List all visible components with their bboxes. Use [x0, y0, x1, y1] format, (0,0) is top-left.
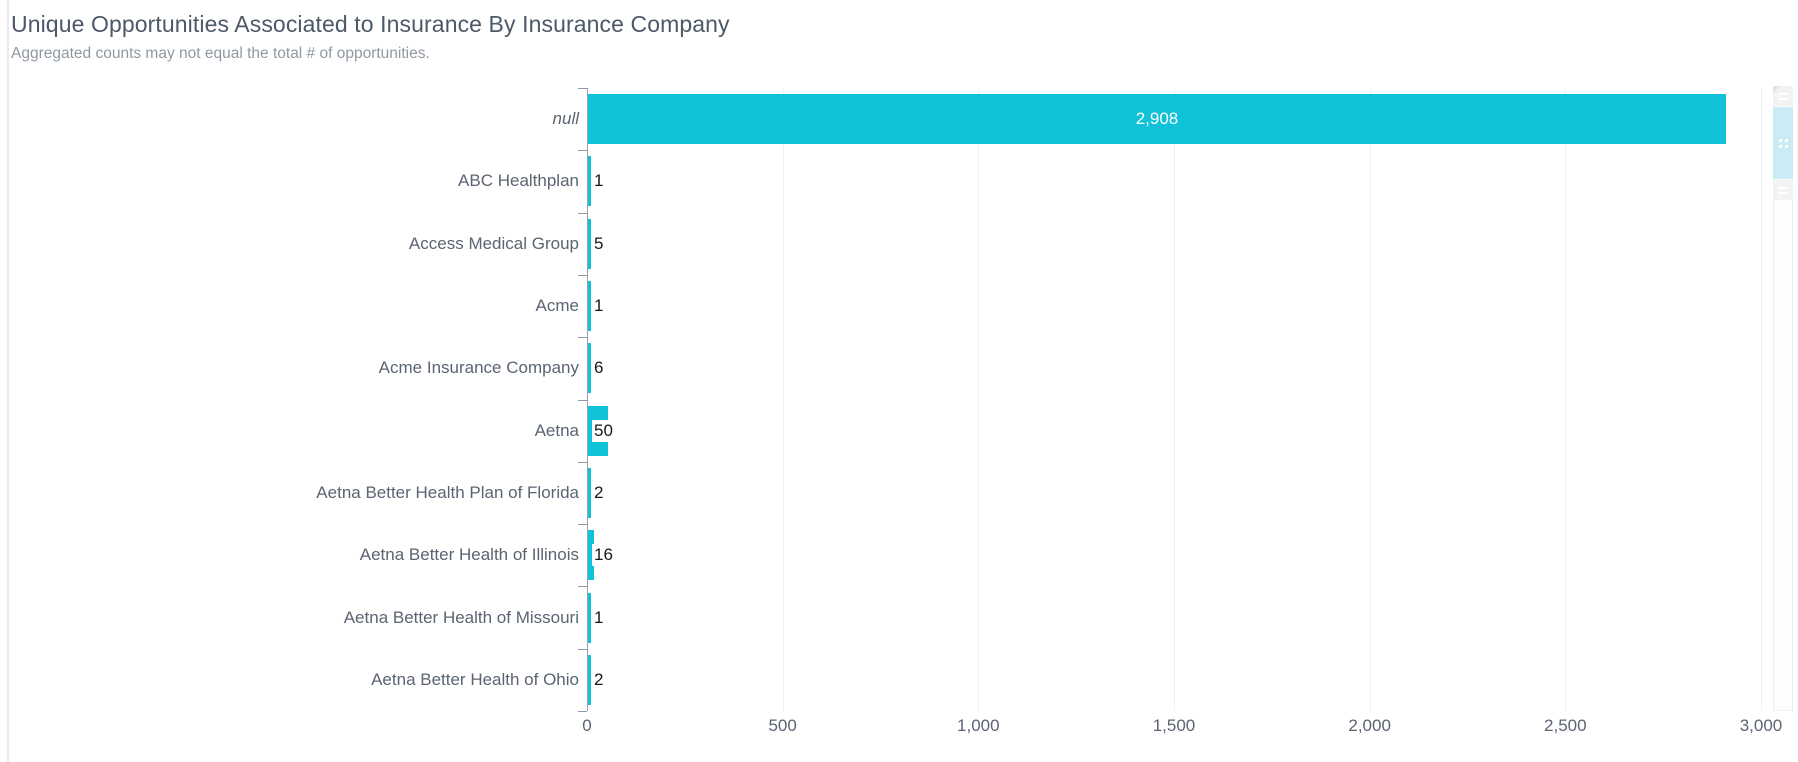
chart-subtitle: Aggregated counts may not equal the tota… — [11, 45, 430, 62]
gridline — [1565, 88, 1567, 711]
gridline — [978, 88, 980, 711]
x-axis-tick-label: 0 — [582, 716, 592, 735]
grip-lines-icon — [1778, 97, 1788, 100]
gridline — [1761, 88, 1762, 711]
y-axis-tick — [578, 274, 587, 276]
y-axis-tick — [578, 212, 587, 214]
scrollbar-window-thumb[interactable] — [1773, 107, 1793, 179]
value-label: 6 — [592, 357, 606, 380]
bar[interactable] — [588, 343, 591, 394]
y-axis-tick — [578, 88, 587, 89]
chart-title: Unique Opportunities Associated to Insur… — [11, 11, 730, 37]
y-axis-tick — [578, 337, 587, 339]
x-axis-tick-label: 1,000 — [957, 716, 1000, 735]
bar[interactable] — [588, 218, 591, 269]
bar[interactable] — [588, 156, 591, 207]
x-axis-tick-label: 2,500 — [1544, 716, 1587, 735]
grip-lines-icon — [1778, 191, 1788, 194]
gridline — [782, 88, 784, 711]
gridline — [1174, 88, 1175, 711]
category-label: Acme Insurance Company — [378, 358, 579, 378]
grip-lines-icon — [1778, 92, 1788, 95]
panel-left-border — [7, 0, 9, 762]
category-label: Aetna — [534, 420, 579, 440]
grip-dots-icon — [1778, 138, 1788, 148]
scrollbar-bottom-drag-handle[interactable] — [1773, 180, 1793, 200]
value-label: 1 — [592, 170, 606, 193]
category-label: Aetna Better Health of Illinois — [359, 545, 579, 565]
bar[interactable] — [588, 592, 591, 643]
value-label: 2,908 — [1135, 109, 1179, 129]
x-axis-tick-label: 500 — [768, 716, 797, 735]
x-axis-tick-label: 2,000 — [1348, 716, 1391, 735]
bar[interactable] — [588, 281, 591, 332]
value-label: 1 — [592, 295, 606, 318]
value-label: 5 — [592, 232, 606, 255]
category-label: Aetna Better Health of Missouri — [343, 607, 579, 627]
bar[interactable] — [588, 94, 1726, 145]
x-axis-tick-label: 3,000 — [1739, 716, 1783, 735]
category-label: Acme — [535, 296, 579, 316]
value-label: 1 — [592, 606, 606, 629]
bar[interactable] — [588, 530, 595, 581]
category-label: Aetna Better Health of Ohio — [371, 669, 579, 689]
bar[interactable] — [588, 654, 591, 705]
value-label: 2 — [592, 668, 606, 691]
value-label: 50 — [592, 419, 615, 442]
x-axis-tick-label: 1,500 — [1152, 716, 1196, 735]
y-axis-tick — [578, 399, 587, 401]
y-axis-tick — [578, 524, 587, 526]
y-axis-tick — [578, 150, 587, 152]
category-label: Aetna Better Health Plan of Florida — [316, 482, 579, 502]
category-label: ABC Healthplan — [458, 171, 579, 191]
bar[interactable] — [588, 467, 591, 518]
y-axis-tick — [578, 461, 587, 463]
gridline — [1369, 88, 1371, 711]
handle-fold-decoration — [1773, 86, 1780, 93]
y-axis-tick — [578, 711, 587, 712]
grip-lines-icon — [1778, 186, 1788, 189]
y-axis-tick — [578, 586, 587, 588]
category-label: Access Medical Group — [408, 233, 579, 253]
y-axis-tick — [578, 648, 587, 650]
value-label: 2 — [592, 481, 606, 504]
category-label: null — [552, 109, 579, 129]
value-label: 16 — [592, 544, 615, 567]
y-axis-line — [587, 88, 588, 711]
